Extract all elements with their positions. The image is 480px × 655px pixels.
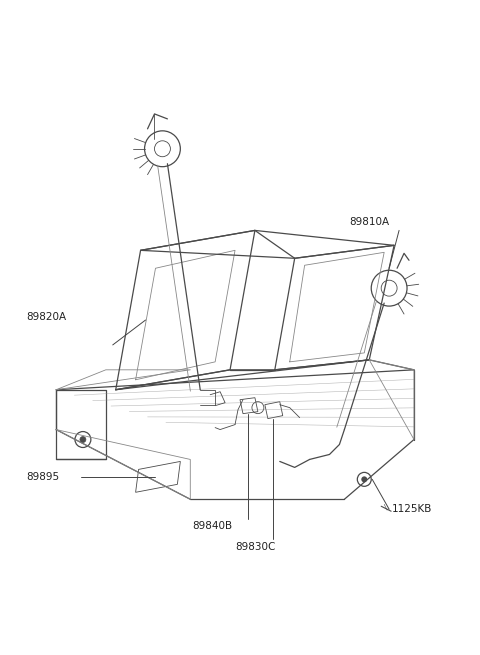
Text: 89810A: 89810A: [349, 217, 389, 227]
Circle shape: [361, 476, 367, 482]
Text: 89820A: 89820A: [26, 312, 66, 322]
Text: 89830C: 89830C: [235, 542, 276, 552]
Text: 1125KB: 1125KB: [392, 504, 432, 514]
Text: 89895: 89895: [26, 472, 60, 482]
Circle shape: [80, 436, 86, 443]
Text: 89840B: 89840B: [192, 521, 232, 531]
